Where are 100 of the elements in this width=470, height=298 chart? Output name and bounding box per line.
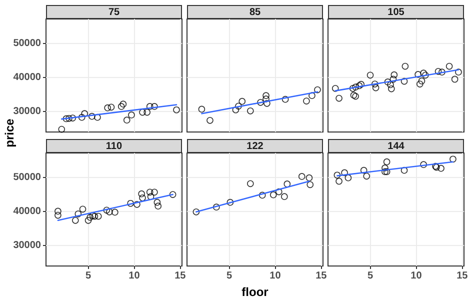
point [123,116,130,124]
x-tick-label: 5 [85,270,92,282]
point [270,191,277,198]
point [306,174,313,182]
point [349,85,356,92]
point [372,84,380,92]
point [366,72,374,79]
point [54,212,62,219]
point [344,174,352,182]
point [79,206,86,213]
point [350,92,358,99]
point [390,71,398,78]
point [276,188,282,196]
point [264,100,270,107]
point [104,104,111,112]
point [281,193,288,200]
point [94,212,102,220]
point [128,112,135,118]
point [383,168,390,176]
point [388,85,395,92]
point [303,98,310,104]
point [88,112,96,120]
point [446,62,453,70]
x-tick-label: 10 [128,270,140,282]
point [139,194,146,202]
point [238,98,246,105]
point [120,100,127,108]
point [422,72,429,79]
point [235,102,242,110]
point [58,126,66,133]
point [144,108,150,116]
point [89,212,96,220]
point [91,212,98,220]
point [151,103,158,110]
point [336,178,342,185]
point [450,156,456,163]
point [383,158,390,166]
point [334,172,341,179]
point [382,164,388,172]
point [352,84,359,90]
point [94,114,101,121]
point [206,117,214,124]
x-tick-label: 15 [316,270,328,282]
point [363,172,370,180]
point [72,216,79,224]
point [262,96,270,102]
x-tick-label: 5 [367,270,374,282]
point [298,173,306,180]
point [416,80,424,88]
y-tick-label: 50000 [13,172,42,184]
y-tick-label: 40000 [13,72,42,84]
point [434,68,442,75]
point [138,190,145,198]
point [198,106,206,113]
point [84,216,92,224]
point [284,180,291,188]
point [151,188,158,196]
x-axis-title: floor [242,284,269,298]
point [341,169,348,176]
point [54,208,62,215]
chart-title: 75 [46,5,182,19]
point [62,115,70,122]
point [103,206,110,214]
x-tick-label: 5 [226,270,232,282]
x-tick-label: 10 [270,270,282,282]
point [154,198,161,206]
y-tick-label: 30000 [13,240,42,252]
point [451,76,458,83]
point [282,96,289,103]
y-axis-title: price [2,118,16,148]
point [358,80,364,88]
chart-title: 110 [46,139,182,153]
point [390,76,397,83]
point [400,166,408,174]
point [139,108,146,116]
point [258,192,266,199]
point [112,208,118,216]
point [336,94,342,102]
x-tick-label: 15 [456,270,468,282]
point [147,193,154,200]
chart-title: 105 [328,5,464,19]
point [308,92,316,99]
point [226,198,234,206]
point [127,200,134,207]
y-tick-label: 50000 [13,38,42,50]
point [247,180,254,188]
point [192,208,200,216]
point [414,71,422,78]
point [418,78,426,84]
chart-title: 85 [187,5,323,19]
point [78,114,86,121]
chart-title: 122 [187,139,323,153]
point [173,106,180,114]
point [352,92,359,100]
point [382,168,388,176]
point [247,108,254,114]
point [146,188,154,196]
point [213,204,220,211]
point [146,103,154,110]
point [420,70,427,77]
